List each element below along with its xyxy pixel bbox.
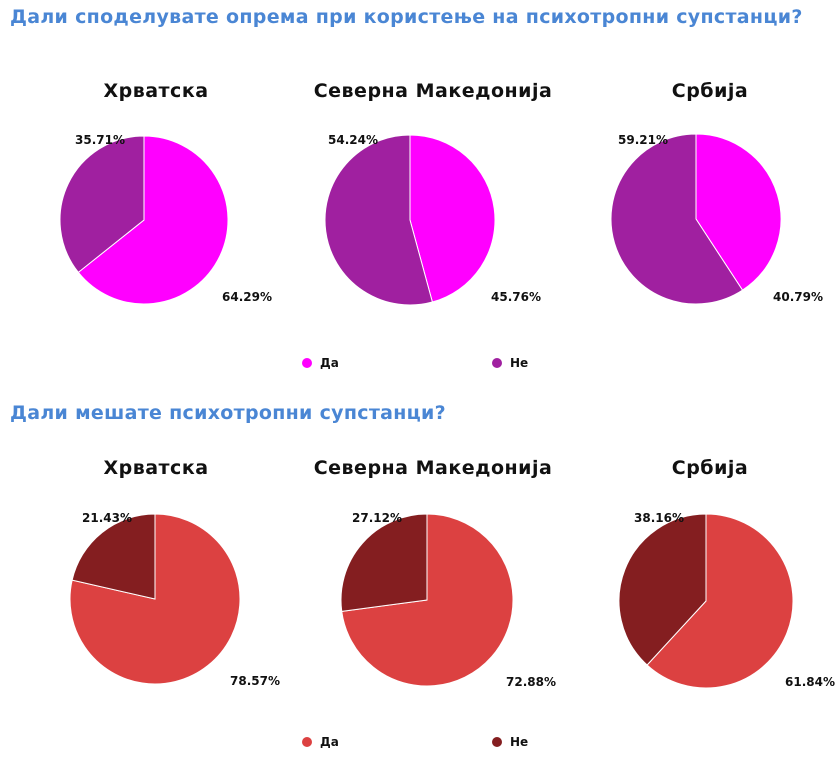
legend-label-yes-1: Да	[320, 356, 339, 370]
question-2-title: Дали мешате психотропни супстанци?	[10, 402, 446, 424]
legend-dot-yes-1	[302, 358, 312, 368]
pie-slice-macedonia-1-yes	[409, 134, 496, 303]
pie-slice-macedonia-1-no	[324, 134, 433, 306]
pie-slice-croatia-2-no	[71, 513, 156, 600]
legend-dot-yes-2	[302, 737, 312, 747]
chart-title-serbia-1: Србија	[671, 80, 749, 102]
pie-slice-serbia-2-no	[618, 513, 707, 666]
pct-label-croatia-1-no: 35.71%	[75, 133, 125, 147]
legend-item-no-2: Не	[492, 735, 528, 749]
legend-dot-no-2	[492, 737, 502, 747]
chart-title-serbia-2: Србија	[671, 457, 749, 479]
pct-label-serbia-2-no: 38.16%	[634, 511, 684, 525]
question-1-title: Дали споделувате опрема при користење на…	[10, 6, 803, 28]
legend-item-no-1: Не	[492, 356, 528, 370]
chart-title-macedonia-1: Северна Македонија	[313, 80, 553, 102]
pct-label-macedonia-2-no: 27.12%	[352, 511, 402, 525]
pct-label-croatia-2-no: 21.43%	[82, 511, 132, 525]
legend-dot-no-1	[492, 358, 502, 368]
pct-label-macedonia-1-no: 54.24%	[328, 133, 378, 147]
chart-title-macedonia-2: Северна Македонија	[313, 457, 553, 479]
pct-label-serbia-2-yes: 61.84%	[785, 675, 835, 689]
legend-item-yes-1: Да	[302, 356, 339, 370]
pct-label-macedonia-1-yes: 45.76%	[491, 290, 541, 304]
legend-item-yes-2: Да	[302, 735, 339, 749]
legend-label-yes-2: Да	[320, 735, 339, 749]
pie-slice-serbia-1-no	[610, 133, 744, 305]
pie-slice-macedonia-2-no	[340, 513, 428, 612]
legend-label-no-2: Не	[510, 735, 529, 749]
chart-title-croatia-1: Хрватска	[103, 80, 209, 102]
pie-slice-serbia-2-yes	[646, 513, 794, 689]
pie-slice-croatia-1-no	[59, 135, 145, 274]
pct-label-serbia-1-yes: 40.79%	[773, 290, 823, 304]
pie-slice-croatia-1-yes	[77, 135, 229, 305]
chart-title-croatia-2: Хрватска	[103, 457, 209, 479]
pct-label-serbia-1-no: 59.21%	[618, 133, 668, 147]
pct-label-croatia-1-yes: 64.29%	[222, 290, 272, 304]
pct-label-croatia-2-yes: 78.57%	[230, 674, 280, 688]
legend-label-no-1: Не	[510, 356, 529, 370]
pct-label-macedonia-2-yes: 72.88%	[506, 675, 556, 689]
